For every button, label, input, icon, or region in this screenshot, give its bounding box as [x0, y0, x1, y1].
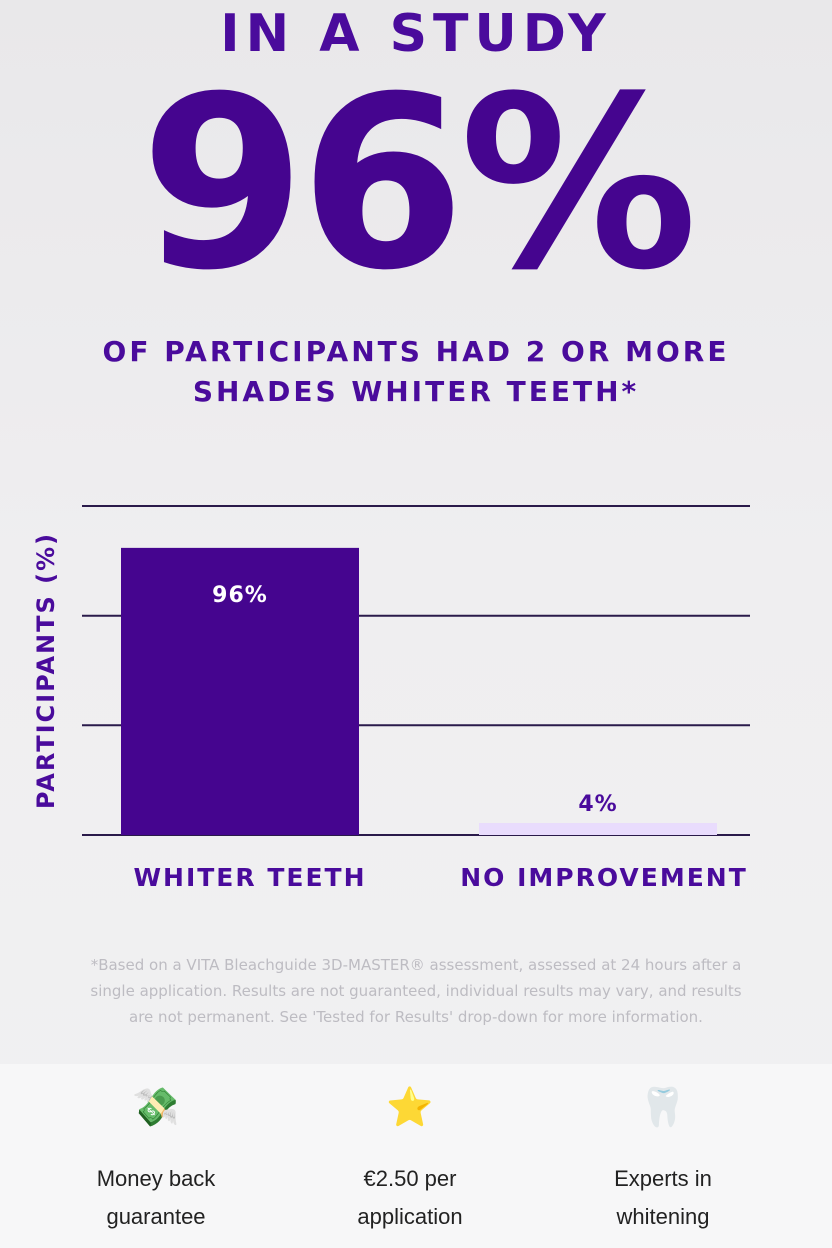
- big-percent: 96%: [140, 46, 698, 323]
- feature-label: Money back guarantee: [96, 1166, 216, 1229]
- feature-price: ⭐ €2.50 per application: [270, 1082, 550, 1236]
- feature-label: Experts in whitening: [614, 1166, 712, 1229]
- data-label: 4%: [578, 792, 617, 817]
- subheadline: OF PARTICIPANTS HAD 2 OR MORE SHADES WHI…: [102, 335, 730, 408]
- data-label: 96%: [212, 583, 268, 608]
- feature-label: €2.50 per application: [357, 1166, 463, 1229]
- bar: [121, 547, 359, 835]
- feature-money-back: 💸 Money back guarantee: [16, 1082, 296, 1236]
- category-label: NO IMPROVEMENT: [460, 863, 748, 892]
- bar: [479, 823, 717, 835]
- headline: IN A STUDY: [220, 4, 612, 64]
- feature-experts: 🦷 Experts in whitening: [523, 1082, 803, 1236]
- money-with-wings-icon: 💸: [132, 1085, 180, 1129]
- y-axis-label: PARTICIPANTS (%): [32, 532, 60, 809]
- tooth-icon: 🦷: [639, 1085, 687, 1129]
- bar-chart: PARTICIPANTS (%) 96% WHITER TEETH 4% NO IMPR…: [32, 505, 750, 892]
- star-icon: ⭐: [386, 1085, 434, 1129]
- features-bar: 💸 Money back guarantee ⭐ €2.50 per appli…: [0, 1064, 832, 1248]
- category-label: WHITER TEETH: [133, 863, 366, 892]
- footnote: *Based on a VITA Bleachguide 3D-MASTER® …: [90, 956, 742, 1026]
